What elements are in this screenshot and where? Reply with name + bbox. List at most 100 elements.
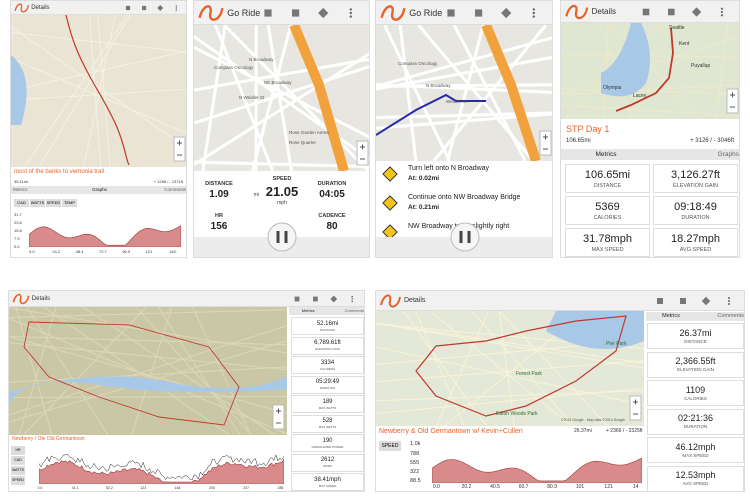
x-tick-label: 247	[243, 486, 250, 490]
route-elevation: + 3126 / - 3046ft	[690, 138, 734, 144]
metric-card: 38.41mph MAX SPEED	[291, 473, 364, 491]
tab-bar	[646, 312, 744, 321]
graph-tab[interactable]: TEMP	[62, 199, 77, 207]
map-road	[43, 307, 230, 435]
stat-label: HR	[215, 213, 223, 219]
x-tick-label: 14	[633, 484, 639, 490]
x-tick-label: 40.5	[490, 484, 500, 490]
overflow-dot	[351, 298, 354, 300]
graph-tab[interactable]: SPEED	[46, 199, 61, 207]
metric-value: 6,789.61ft	[314, 340, 341, 347]
tab[interactable]: Metrics	[301, 308, 315, 313]
overflow-dot	[349, 8, 352, 11]
germantown-details-screen: Details Forest Park Eaton Woods Park Pier P…	[375, 290, 745, 492]
metric-value: 3334	[320, 359, 335, 366]
app-logo	[380, 5, 406, 21]
x-tick-label: 24.2	[52, 249, 61, 254]
map-road	[192, 307, 252, 435]
zoom-glyphs	[360, 144, 365, 160]
stp-details-screen: Details Seattle Kent Puyallup Olympia Lacey ST…	[560, 0, 740, 258]
x-tick-label: 80.9	[547, 484, 558, 490]
app-title: Details	[591, 7, 617, 16]
app-logo	[565, 4, 589, 20]
map-road	[11, 57, 186, 134]
metric-value: 46.12mph	[675, 441, 716, 452]
metric-card: 09:18:49 DURATION	[653, 196, 738, 225]
overflow-dot	[351, 300, 354, 303]
elevation-fill	[432, 457, 642, 483]
map-road	[9, 325, 287, 416]
map-route	[615, 27, 674, 112]
map-road	[561, 35, 739, 95]
metric-value: 38.41mph	[314, 476, 341, 483]
tab[interactable]: Metrics	[13, 187, 28, 192]
action-icon	[643, 8, 650, 16]
overflow-dot	[532, 8, 535, 11]
tab[interactable]: Comments	[717, 313, 744, 319]
app-bar: Go Ride	[376, 1, 552, 25]
pause-glyph	[459, 231, 471, 243]
app-title: Details	[31, 296, 51, 302]
map-road	[194, 57, 369, 92]
graph-tab[interactable]: WATTS	[11, 466, 25, 475]
route-elevation: + 1268 / - 1371ft	[153, 179, 183, 184]
tab[interactable]: Comments	[164, 187, 186, 192]
metric-label: DISTANCE	[593, 182, 622, 189]
metric-card: 05:29:49 DURATION	[291, 375, 364, 394]
map-label: Seattle	[669, 25, 685, 31]
map-road	[251, 25, 293, 171]
map-freeway	[289, 25, 349, 171]
map-road	[24, 15, 128, 167]
graph-tab[interactable]: HR	[11, 446, 25, 455]
pause-button[interactable]	[449, 221, 481, 253]
metric-card: 106.65mi DISTANCE	[565, 164, 650, 193]
metric-card: 528 MAX WATTS	[291, 414, 364, 433]
graph-tab[interactable]: CAD	[14, 199, 29, 207]
map-road	[23, 307, 147, 435]
tab[interactable]: Metrics	[662, 313, 680, 319]
action-icons	[643, 7, 724, 17]
stat-value: 21.05	[265, 184, 299, 199]
zoom-glyphs	[730, 92, 735, 108]
app-title: Go Ride	[227, 8, 261, 18]
route-distance: 106.65mi	[566, 138, 591, 144]
map-road	[201, 25, 227, 171]
map-road	[131, 307, 173, 435]
tab[interactable]: Graphs	[717, 151, 739, 158]
x-tick-label: 288	[277, 486, 284, 490]
metric-value: 26.37mi	[679, 327, 712, 338]
metric-value: 5369	[595, 201, 620, 214]
metric-value: 2612	[320, 457, 335, 464]
action-icon	[264, 9, 272, 17]
app-bar: Go Ride	[194, 1, 369, 25]
overflow-dot	[532, 11, 535, 15]
metric-value: 2,366.55ft	[675, 356, 716, 367]
tab[interactable]: Comments	[344, 308, 364, 313]
sign-diamond	[382, 195, 398, 211]
metric-label: MAX SPEED	[318, 483, 337, 488]
metric-card: 3,126.27ft ELEVATION GAIN	[653, 164, 738, 193]
map-road	[383, 25, 451, 161]
x-tick-label: 145-	[169, 249, 178, 254]
action-icon	[668, 8, 675, 16]
tab[interactable]: Metrics	[595, 151, 617, 158]
map-road	[376, 83, 552, 88]
action-icon	[500, 7, 512, 19]
app-title: Details	[31, 5, 50, 11]
graph-tab[interactable]: SPEED	[379, 441, 401, 451]
tab[interactable]: Graphs	[92, 187, 107, 192]
metric-card: 190 NORMALIZED POWER	[291, 434, 364, 452]
pause-button[interactable]	[266, 221, 298, 253]
x-tick-label: 20.2	[461, 484, 472, 490]
zoom-control	[726, 88, 739, 114]
graph-tab[interactable]: CAD	[11, 456, 25, 465]
tab-bar	[561, 149, 739, 160]
sign-diamond	[382, 166, 398, 182]
elevation-graph	[432, 457, 642, 483]
action-icon	[701, 296, 711, 306]
x-tick-label: 96.9	[122, 249, 131, 254]
graph-tab[interactable]: WATTS	[30, 199, 45, 207]
map-road	[82, 307, 276, 435]
graph-tab[interactable]: SPEED	[11, 476, 25, 485]
